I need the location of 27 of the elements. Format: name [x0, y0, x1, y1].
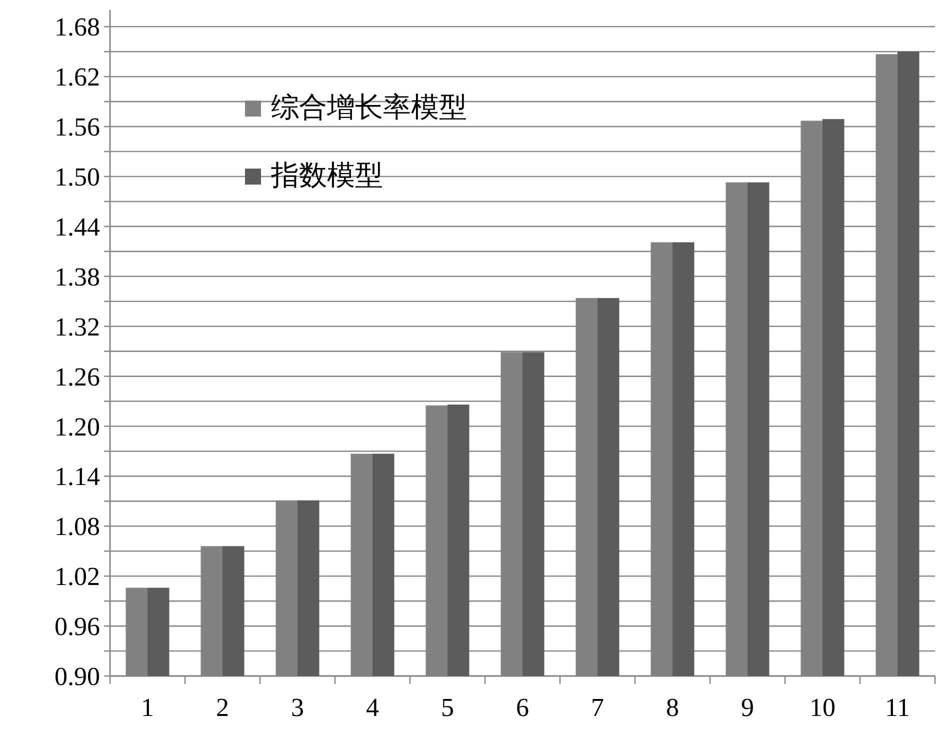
- y-tick-label: 1.38: [54, 262, 100, 292]
- x-tick-label: 7: [591, 693, 604, 722]
- x-tick-label: 2: [216, 693, 229, 722]
- x-tick-label: 6: [516, 693, 529, 722]
- x-tick-label: 4: [366, 693, 379, 722]
- y-tick-label: 1.44: [54, 212, 100, 242]
- y-tick-label: 1.20: [54, 412, 100, 442]
- x-tick-label: 8: [666, 693, 679, 722]
- y-tick-label: 1.14: [54, 462, 100, 492]
- legend-label: 指数模型: [270, 160, 383, 192]
- y-tick-label: 1.32: [54, 312, 100, 342]
- x-tick-label: 9: [741, 693, 754, 722]
- y-tick-label: 0.96: [54, 612, 100, 642]
- y-tick-label: 1.02: [54, 562, 100, 592]
- legend-label: 综合增长率模型: [271, 92, 467, 124]
- x-tick-label: 1: [141, 693, 154, 722]
- x-tick-label: 11: [884, 693, 910, 722]
- y-tick-label: 0.90: [54, 662, 100, 691]
- x-tick-label: 10: [810, 693, 836, 722]
- y-tick-label: 1.08: [54, 512, 100, 542]
- y-tick-label: 1.56: [54, 112, 100, 142]
- y-tick-label: 1.50: [54, 162, 100, 192]
- y-tick-label: 1.62: [54, 62, 100, 92]
- x-tick-label: 3: [291, 693, 304, 722]
- y-tick-label: 1.68: [54, 12, 100, 42]
- x-tick-label: 5: [441, 693, 454, 722]
- y-tick-label: 1.26: [54, 362, 100, 392]
